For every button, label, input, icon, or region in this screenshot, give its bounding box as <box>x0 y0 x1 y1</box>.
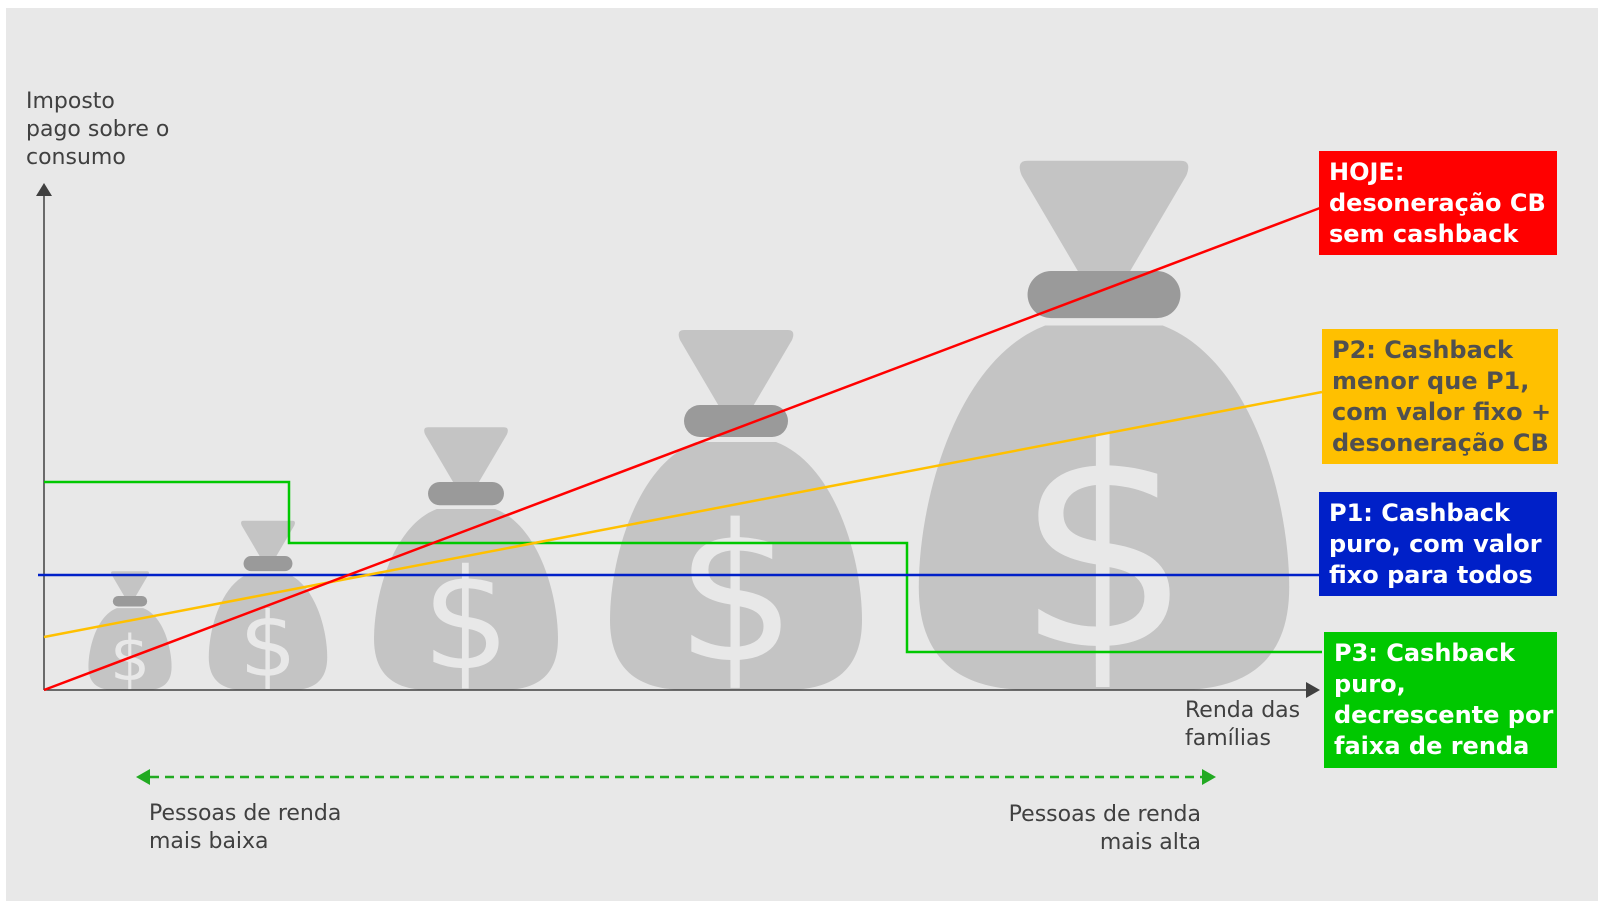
p3-line <box>44 480 1322 654</box>
p2-line <box>43 390 1323 639</box>
x-axis-label: Renda das famílias <box>1185 698 1301 751</box>
money-bag-icon: $ <box>918 160 1290 712</box>
legend-p3: P3: Cashback puro, decrescente por faixa… <box>1324 632 1557 768</box>
legend-p1: P1: Cashback puro, com valor fixo para t… <box>1319 492 1557 596</box>
x-axis-arrow-icon <box>1306 682 1320 698</box>
arrow-right-icon <box>1202 769 1216 785</box>
low-income-label: Pessoas de renda mais baixa <box>149 801 342 854</box>
money-bag-icon: $ <box>374 427 558 701</box>
hoje-line <box>43 206 1321 692</box>
svg-text:$: $ <box>1015 387 1193 712</box>
money-bags: $ $ $ $ $ <box>88 160 1290 712</box>
money-bag-icon: $ <box>208 520 328 698</box>
svg-text:$: $ <box>422 539 510 701</box>
svg-text:$: $ <box>240 594 297 698</box>
arrow-left-icon <box>136 769 150 785</box>
legend-p2: P2: Cashback menor que P1, com valor fix… <box>1322 329 1558 464</box>
axes <box>36 183 1320 698</box>
legend-hoje: HOJE: desoneração CB sem cashback <box>1319 151 1557 255</box>
y-axis-label: Imposto pago sobre o consumo <box>26 89 170 170</box>
y-axis-arrow-icon <box>36 183 52 196</box>
svg-text:$: $ <box>676 484 797 705</box>
high-income-label: Pessoas de renda mais alta <box>1008 802 1201 855</box>
income-range-arrow <box>136 769 1216 785</box>
money-bag-icon: $ <box>88 571 172 695</box>
money-bag-icon: $ <box>610 330 862 705</box>
